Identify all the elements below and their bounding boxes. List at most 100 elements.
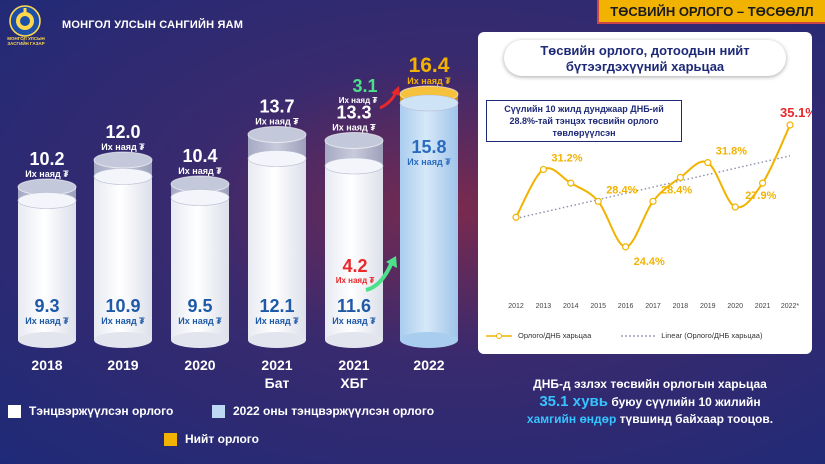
annotation-value: 3.1 — [352, 76, 377, 96]
summary-text: ДНБ-д эзлэх төсвийн орлогын харьцаа 35.1… — [490, 376, 810, 428]
x-tick-label: 2013 — [536, 303, 552, 310]
total-unit-label: Их наяд ₮ — [178, 166, 222, 176]
x-tick-label: 2015 — [590, 303, 606, 310]
cylinder-balanced-top — [399, 94, 459, 112]
balanced-value-label: 9.5 — [187, 296, 212, 316]
data-point — [759, 179, 767, 187]
legend-item-balanced: Тэнцвэржүүлсэн орлого — [8, 404, 173, 418]
x-tick-label: 2022* — [781, 303, 800, 310]
legend-swatch — [164, 432, 177, 446]
x-tick-label: 2017 — [645, 303, 661, 310]
increase-arrow-head-icon — [391, 86, 400, 96]
increase-arrow-icon — [379, 91, 398, 110]
x-tick-label: 2020 — [727, 303, 743, 310]
ministry-title: МОНГОЛ УЛСЫН САНГИЙН ЯАМ — [62, 19, 244, 31]
data-point — [512, 213, 520, 221]
balanced-value-label: 12.1 — [259, 296, 294, 316]
legend-label: 2022 оны тэнцвэржүүлсэн орлого — [233, 404, 435, 418]
cylinder-balanced-body — [18, 200, 76, 340]
balanced-unit-label: Их наяд ₮ — [25, 316, 69, 326]
category-label: 2019 — [107, 357, 138, 373]
data-point — [731, 203, 739, 211]
category-label: ХБГ — [340, 375, 367, 391]
legend-item-balanced-2022: 2022 оны тэнцвэржүүлсэн орлого — [212, 404, 434, 418]
annotation-value: 4.2 — [342, 256, 367, 276]
cylinder-base — [325, 332, 383, 348]
balanced-unit-label: Их наяд ₮ — [407, 157, 451, 167]
x-tick-label: 2012 — [508, 303, 524, 310]
cylinder-top — [324, 132, 384, 149]
total-unit-label: Их наяд ₮ — [332, 123, 376, 133]
summary-line-2: 35.1 хувь буюу сүүлийн 10 жилийн — [490, 393, 810, 411]
data-point — [567, 179, 575, 187]
balanced-value-label: 11.6 — [337, 296, 371, 316]
balanced-unit-label: Их наяд ₮ — [178, 316, 222, 326]
line-legend: Орлого/ДНБ харьцаа Linear (Орлого/ДНБ ха… — [486, 331, 806, 340]
balanced-unit-label: Их наяд ₮ — [255, 316, 299, 326]
cylinder-base — [171, 332, 229, 348]
total-value-label: 16.4 — [409, 54, 450, 77]
cylinder-balanced-top — [324, 157, 384, 175]
total-unit-label: Их наяд ₮ — [407, 76, 451, 86]
cylinder-top — [247, 126, 307, 143]
total-unit-label: Их наяд ₮ — [25, 169, 69, 179]
category-label: 2022 — [413, 357, 444, 373]
data-point — [704, 159, 712, 167]
trend-line — [515, 155, 791, 220]
balanced-unit-label: Их наяд ₮ — [101, 316, 145, 326]
legend-label: Тэнцвэржүүлсэн орлого — [29, 404, 174, 418]
x-tick-label: 2019 — [700, 303, 716, 310]
category-label: 2021 — [338, 357, 369, 373]
summary-line-2-rest: буюу сүүлийн 10 жилийн — [607, 395, 761, 409]
chart-title: Төсвийн орлого, дотоодын нийт бүтээгдэхү… — [504, 40, 786, 76]
cylinder-balanced-body — [171, 197, 229, 340]
point-label: 31.2% — [551, 152, 582, 164]
summary-highlight-value: 35.1 хувь — [539, 393, 608, 410]
total-unit-label: Их наяд ₮ — [255, 117, 299, 127]
series-legend-marker — [486, 332, 512, 339]
data-point — [622, 243, 630, 251]
balanced-value-label: 10.9 — [105, 296, 140, 316]
cylinder-base — [18, 332, 76, 348]
series-legend-label: Орлого/ДНБ харьцаа — [518, 331, 592, 340]
balanced-unit-label: Их наяд ₮ — [332, 316, 376, 326]
series-line — [515, 124, 791, 248]
balanced-value-label: 15.8 — [411, 137, 446, 157]
legend-swatch — [8, 404, 21, 418]
trend-legend-marker — [621, 334, 656, 337]
chart-note: Сүүлийн 10 жилд дунджаар ДНБ-ий 28.8%-та… — [486, 100, 682, 142]
annotation-unit: Их наяд ₮ — [339, 96, 378, 105]
org-name: МОНГОЛ УЛСЫН ЗАСГИЙН ГАЗАР — [7, 36, 45, 46]
legend-item-total: Нийт орлого — [164, 432, 259, 446]
cylinder-balanced-body — [325, 166, 383, 340]
total-value-label: 12.0 — [105, 122, 140, 142]
point-label: 31.8% — [716, 146, 747, 158]
total-value-label: 13.3 — [336, 103, 371, 123]
total-unit-label: Их наяд ₮ — [101, 142, 145, 152]
cylinder-balanced-body — [248, 158, 306, 340]
growth-arrow-head-icon — [386, 256, 397, 268]
point-label: 28.4% — [661, 184, 692, 196]
point-label: 28.4% — [606, 184, 637, 196]
total-value-label: 10.4 — [182, 146, 217, 166]
cylinder-balanced-top — [93, 168, 153, 185]
cylinder-base — [248, 332, 306, 348]
point-label: 27.9% — [745, 190, 776, 202]
category-label: Бат — [265, 375, 290, 391]
section-banner: ТӨСВИЙН ОРЛОГО – ТӨСӨӨЛЛ — [597, 0, 825, 24]
data-point — [649, 197, 657, 205]
total-value-label: 13.7 — [259, 97, 294, 117]
x-tick-label: 2016 — [618, 303, 634, 310]
category-label: 2018 — [31, 357, 62, 373]
summary-line-1: ДНБ-д эзлэх төсвийн орлогын харьцаа — [533, 377, 767, 391]
cylinder-balanced-body — [400, 103, 458, 340]
balanced-value-label: 9.3 — [34, 296, 59, 316]
data-point — [676, 173, 684, 182]
cylinder-base — [400, 332, 458, 348]
summary-line-3: хамгийн өндөр түвшинд байхаар тооцов. — [490, 411, 810, 428]
data-point — [786, 121, 794, 129]
trend-legend-label: Linear (Орлого/ДНБ харьцаа) — [661, 331, 763, 340]
legend-label: Нийт орлого — [185, 432, 259, 446]
total-value-label: 10.2 — [29, 149, 64, 169]
